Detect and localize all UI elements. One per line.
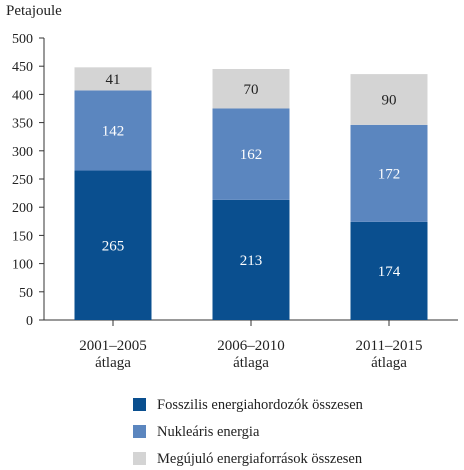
legend: Fosszilis energiahordozók összesen Nukleá… [133,397,364,467]
y-tick-label: 100 [12,258,33,273]
bar-value-label: 172 [378,166,401,182]
x-tick-label: átlaga [371,355,407,371]
y-axis-title: Petajoule [6,3,62,19]
x-axis-labels: 2001–2005átlaga2006–2010átlaga2011–2015á… [79,320,422,371]
bar-segment [212,108,290,200]
legend-swatch [133,425,146,438]
x-tick-label: 2011–2015 [356,338,423,354]
bar-value-label: 70 [244,82,259,98]
y-tick-label: 0 [26,314,33,329]
bar-value-label: 265 [102,238,125,254]
y-tick-label: 500 [12,32,33,47]
bar-value-label: 90 [382,92,397,108]
y-tick-label: 450 [12,60,33,75]
y-tick-label: 150 [12,229,33,244]
y-tick-label: 200 [12,201,33,216]
bar-segment [74,67,152,91]
y-tick-label: 400 [12,88,33,103]
bar-value-label: 174 [378,264,401,280]
legend-label: Nukleáris energia [157,424,260,440]
bar-segment [74,170,152,320]
legend-swatch [133,452,146,465]
y-axis-ticks: 0 50 100 150 200 250 300 350 400 450 500 [12,32,44,329]
bar-segment [350,221,428,320]
y-tick-label: 50 [19,286,33,301]
bar-segment [350,74,428,125]
legend-label: Megújuló energiaforrások összesen [157,451,363,467]
bar-segment [212,69,290,109]
bar-value-label: 142 [102,123,125,139]
y-tick-label: 300 [12,145,33,160]
bars: 265 142 41 213 162 70 174 172 90 [74,67,428,320]
bar-segment [350,124,428,222]
x-tick-label: 2006–2010 [217,338,285,354]
legend-swatch [133,398,146,411]
y-tick-label: 350 [12,117,33,132]
x-tick-label: átlaga [95,355,131,371]
legend-label: Fosszilis energiahordozók összesen [157,397,364,413]
bar-segment [212,199,290,320]
x-tick-label: 2001–2005 [79,338,147,354]
bar-segment [74,90,152,171]
x-tick-label: átlaga [233,355,269,371]
bar-value-label: 213 [240,253,263,269]
bar-value-label: 162 [240,147,263,163]
bar-value-label: 41 [106,72,121,88]
y-tick-label: 250 [12,173,33,188]
